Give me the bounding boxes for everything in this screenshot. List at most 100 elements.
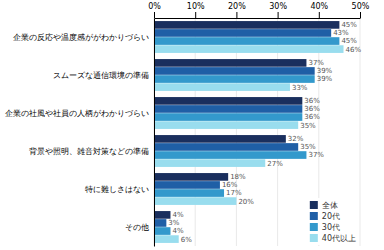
- x-tick-mark: [278, 12, 279, 18]
- data-label: 36%: [304, 113, 320, 121]
- data-label: 37%: [308, 151, 324, 159]
- x-tick-mark: [236, 12, 237, 18]
- x-tick: 10%: [187, 2, 205, 18]
- data-label: 33%: [292, 84, 308, 92]
- data-label: 35%: [300, 143, 316, 151]
- legend-label: 全体: [322, 201, 338, 210]
- data-label: 16%: [222, 181, 238, 189]
- data-label: 18%: [230, 173, 246, 181]
- legend-label: 40代以上: [322, 234, 356, 243]
- legend-swatch: [310, 212, 318, 220]
- plot: 45%37%36%32%18%4%43%39%36%35%16%3%45%39%…: [5, 2, 370, 247]
- x-tick-label: 10%: [187, 2, 205, 11]
- y-axis-line: [154, 19, 155, 247]
- legend-swatch: [310, 234, 318, 242]
- bar: [154, 189, 224, 197]
- data-label: 39%: [317, 75, 333, 83]
- bar: [154, 21, 339, 29]
- bar: [154, 97, 302, 105]
- y-tick-label: その他: [125, 223, 149, 232]
- x-tick-mark: [195, 12, 196, 18]
- data-label: 36%: [304, 105, 320, 113]
- x-tick-label: 30%: [269, 2, 287, 11]
- x-tick: 50%: [352, 2, 370, 18]
- x-tick: 20%: [228, 2, 246, 18]
- data-label: 46%: [346, 46, 362, 54]
- data-label: 39%: [317, 67, 333, 75]
- chart: 45%37%36%32%18%4%43%39%36%35%16%3%45%39%…: [0, 0, 384, 250]
- y-tick: 背景や照明、雑音対策などの準備: [29, 147, 149, 156]
- bar: [154, 143, 298, 151]
- bar: [154, 121, 298, 129]
- bar: [154, 227, 170, 235]
- x-tick: 40%: [310, 2, 328, 18]
- x-axis-line: [155, 18, 361, 19]
- y-tick-label: 背景や照明、雑音対策などの準備: [29, 147, 149, 156]
- bar: [154, 113, 302, 121]
- bar: [154, 83, 290, 91]
- y-tick-label: スムーズな通信環境の準備: [53, 71, 149, 80]
- bar: [154, 67, 315, 75]
- data-label: 17%: [226, 189, 242, 197]
- x-tick-mark: [154, 12, 155, 18]
- x-tick: 30%: [269, 2, 287, 18]
- data-label: 32%: [288, 135, 304, 143]
- legend-background: [307, 198, 359, 245]
- y-tick: その他: [125, 223, 149, 232]
- y-tick: 企業の社風や社員の人柄がわかりづらい: [5, 109, 149, 118]
- legend-swatch: [310, 201, 318, 209]
- x-tick-label: 0%: [148, 2, 161, 11]
- bar: [154, 45, 344, 53]
- data-label: 4%: [172, 211, 183, 219]
- bar: [154, 37, 339, 45]
- grid: [154, 18, 360, 246]
- legend-label: 30代: [322, 223, 340, 232]
- bar: [154, 59, 306, 67]
- bar: [154, 173, 228, 181]
- data-label: 4%: [172, 227, 183, 235]
- data-label: 27%: [267, 160, 283, 168]
- data-label: 35%: [300, 122, 316, 130]
- legend-label: 20代: [322, 212, 340, 221]
- bar: [154, 75, 315, 83]
- data-label: 3%: [168, 219, 179, 227]
- x-tick-label: 20%: [228, 2, 246, 11]
- y-tick: 企業の反応や温度感ががわかりづらい: [13, 33, 149, 42]
- bar: [154, 211, 170, 219]
- y-tick-label: 企業の社風や社員の人柄がわかりづらい: [5, 109, 149, 118]
- bar: [154, 181, 220, 189]
- y-tick: 特に難しさはない: [85, 185, 149, 194]
- y-tick-label: 特に難しさはない: [85, 185, 149, 194]
- bar: [154, 197, 236, 205]
- legend-item: 全体: [310, 201, 338, 210]
- data-label: 37%: [308, 59, 324, 67]
- y-tick-label: 企業の反応や温度感ががわかりづらい: [13, 33, 149, 42]
- x-tick-label: 40%: [310, 2, 328, 11]
- bar: [154, 219, 166, 227]
- bar: [154, 151, 306, 159]
- legend-item: 30代: [310, 223, 340, 232]
- bar: [154, 159, 265, 167]
- data-label: 45%: [341, 21, 357, 29]
- data-label: 36%: [304, 97, 320, 105]
- y-tick: スムーズな通信環境の準備: [53, 71, 149, 80]
- data-label: 45%: [341, 37, 357, 45]
- legend: 全体 20代 30代 40代以上: [307, 198, 359, 245]
- x-tick-mark: [319, 12, 320, 18]
- bar: [154, 135, 286, 143]
- grid-line: [154, 18, 155, 246]
- x-tick-mark: [360, 12, 361, 18]
- legend-item: 20代: [310, 212, 340, 221]
- bar: [154, 105, 302, 113]
- x-tick-label: 50%: [352, 2, 370, 11]
- bar: [154, 235, 179, 243]
- bar: [154, 29, 331, 37]
- x-tick: 0%: [148, 2, 161, 18]
- data-label: 6%: [181, 236, 192, 244]
- data-label: 20%: [238, 198, 254, 206]
- y-axis: 企業の反応や温度感ががわかりづらいスムーズな通信環境の準備企業の社風や社員の人柄…: [5, 19, 155, 247]
- data-label: 43%: [333, 29, 349, 37]
- legend-swatch: [310, 223, 318, 231]
- legend-item: 40代以上: [310, 234, 356, 243]
- x-axis: 0% 10% 20% 30% 40% 50%: [148, 2, 370, 19]
